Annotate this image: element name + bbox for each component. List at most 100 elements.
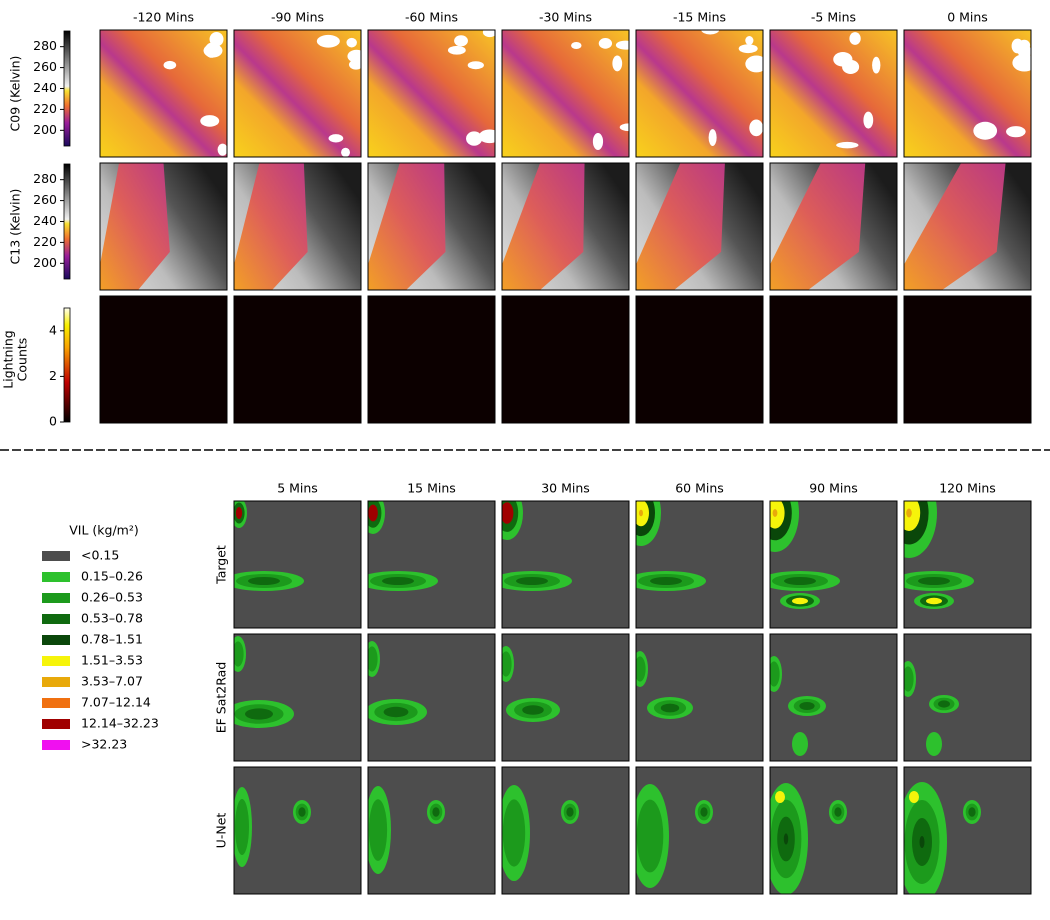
panel-content	[100, 296, 227, 423]
vil-panel	[501, 500, 630, 629]
panel-frame	[501, 766, 630, 895]
vil-background	[904, 634, 1031, 761]
panel-content	[904, 30, 1031, 157]
vil-region	[636, 656, 646, 682]
cloud-free	[482, 30, 495, 38]
vil-background	[368, 501, 495, 628]
vil-region	[770, 661, 780, 687]
legend-label: <0.15	[81, 548, 119, 563]
colorbar-tick-label: 220	[33, 101, 57, 116]
image-panel	[635, 162, 764, 291]
panel-frame	[903, 162, 1032, 291]
legend-swatch	[42, 593, 70, 603]
vil-region	[382, 577, 414, 585]
vil-panel	[903, 766, 1032, 895]
vil-panel	[233, 500, 362, 629]
vil-region	[522, 705, 544, 715]
panel-content	[502, 767, 629, 894]
panel-frame	[769, 633, 898, 762]
colorbar-tick-label: 200	[33, 255, 57, 270]
image-panel	[769, 29, 898, 158]
vil-region	[775, 791, 785, 803]
panel-frame	[769, 500, 898, 629]
legend-label: 0.26–0.53	[81, 590, 143, 605]
vil-background	[502, 501, 629, 628]
panel-content	[100, 163, 227, 290]
cold-cloud-band	[100, 163, 170, 290]
cloud-free	[619, 123, 629, 132]
panel-content	[904, 296, 1031, 423]
lightning-image	[234, 296, 361, 423]
panel-content	[636, 634, 763, 761]
vil-region	[368, 504, 378, 522]
row-label: C13 (Kelvin)	[8, 189, 23, 265]
vil-panel	[367, 500, 496, 629]
image-panel	[99, 162, 228, 291]
vil-region	[234, 641, 244, 667]
panel-content	[636, 296, 763, 423]
panel-frame	[635, 29, 764, 158]
legend-swatch	[42, 656, 70, 666]
cloud-free	[745, 36, 754, 45]
panel-content	[234, 163, 361, 290]
panel-content	[636, 501, 763, 628]
panel-frame	[367, 633, 496, 762]
cloud-free	[863, 111, 874, 129]
cloud-free	[836, 141, 859, 149]
colorbar	[63, 307, 71, 423]
image-panel	[903, 29, 1032, 158]
cloud-free	[478, 129, 495, 144]
column-title: 5 Mins	[277, 481, 318, 496]
panel-frame	[367, 29, 496, 158]
cold-cloud-band	[368, 163, 446, 290]
image-panel	[367, 29, 496, 158]
panel-frame	[903, 29, 1032, 158]
panel-frame	[99, 295, 228, 424]
vil-region	[918, 577, 950, 585]
vil-region	[700, 807, 708, 817]
panel-content	[368, 767, 495, 894]
vil-region	[235, 507, 243, 519]
cloud-free	[708, 129, 717, 147]
legend-swatch	[42, 740, 70, 750]
panel-content	[904, 767, 1031, 894]
vil-region	[516, 577, 548, 585]
colorbar-tick-label: 240	[33, 213, 57, 228]
panel-frame	[635, 633, 764, 762]
legend-swatch	[42, 572, 70, 582]
lightning-image	[368, 296, 495, 423]
cloud-free	[466, 131, 483, 146]
legend-swatch	[42, 551, 70, 561]
row-label: Target	[214, 545, 229, 585]
panel-content	[502, 634, 629, 761]
vil-panel	[367, 766, 496, 895]
colorbar-tick-label: 280	[33, 171, 57, 186]
vil-region	[383, 706, 409, 718]
cloud-free	[833, 52, 853, 67]
colorbar-tick-label: 260	[33, 192, 57, 207]
legend-label: >32.23	[81, 737, 127, 752]
panel-frame	[233, 295, 362, 424]
vil-region	[784, 577, 816, 585]
panel-content	[502, 296, 629, 423]
panel-frame	[99, 29, 228, 158]
column-title: 90 Mins	[809, 481, 858, 496]
panel-frame	[99, 162, 228, 291]
legend-swatch	[42, 719, 70, 729]
lightning-image	[904, 296, 1031, 423]
column-title: 0 Mins	[947, 10, 988, 25]
legend-swatch	[42, 614, 70, 624]
panel-content	[636, 30, 763, 157]
image-panel	[233, 29, 362, 158]
colorbar-tick-label: 0	[49, 414, 57, 429]
cloud-free	[872, 56, 881, 74]
vil-panel	[501, 766, 630, 895]
panel-frame	[233, 500, 362, 629]
panel-content	[636, 767, 763, 894]
vil-region	[502, 799, 526, 867]
vil-background	[770, 634, 897, 761]
vil-background	[234, 501, 361, 628]
legend-swatch	[42, 698, 70, 708]
panel-frame	[233, 766, 362, 895]
vil-region	[502, 502, 514, 524]
